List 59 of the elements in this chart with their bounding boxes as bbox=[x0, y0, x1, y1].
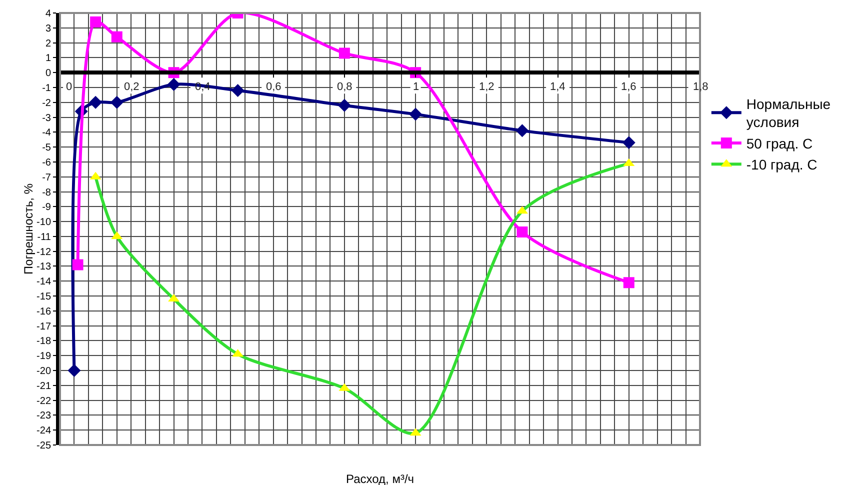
x-tick-label: 1,8 bbox=[693, 81, 708, 93]
point bbox=[90, 16, 102, 28]
y-tick-label: -3 bbox=[42, 112, 52, 124]
x-tick-label: 0 bbox=[66, 81, 72, 93]
y-tick-label: -18 bbox=[36, 336, 52, 348]
y-tick-label: -1 bbox=[42, 82, 52, 94]
y-tick-label: -10 bbox=[36, 217, 52, 228]
y-tick-label: -25 bbox=[36, 440, 52, 452]
y-tick-label: -7 bbox=[42, 172, 52, 184]
legend-label: Нормальные условия bbox=[746, 96, 831, 130]
y-axis-title: Погрешность, % bbox=[21, 183, 36, 275]
y-tick-label: 2 bbox=[45, 38, 52, 50]
x-tick-label: 1,6 bbox=[621, 81, 636, 93]
y-tick-label: -2 bbox=[42, 98, 52, 109]
point bbox=[231, 84, 244, 97]
x-tick-label: 0,2 bbox=[124, 81, 140, 93]
point bbox=[68, 364, 81, 378]
y-tick-label: -8 bbox=[42, 187, 52, 198]
point bbox=[338, 48, 350, 59]
y-tick-label: -4 bbox=[42, 128, 52, 139]
x-tick-label: 1,2 bbox=[479, 81, 494, 93]
point bbox=[72, 259, 84, 270]
y-tick-label: -19 bbox=[36, 351, 52, 362]
y-tick-label: -15 bbox=[36, 292, 52, 303]
y-tick-label: -12 bbox=[36, 246, 52, 258]
x-tick-label: 0,6 bbox=[266, 81, 282, 93]
x-tick-label: 0,4 bbox=[195, 81, 210, 93]
point bbox=[338, 98, 351, 112]
x-tick-label: 1,4 bbox=[550, 81, 566, 93]
point bbox=[409, 108, 422, 121]
y-tick-label: -6 bbox=[42, 157, 52, 168]
point bbox=[167, 78, 180, 91]
y-tick-label: -20 bbox=[36, 366, 52, 378]
y-tick-label: -11 bbox=[37, 232, 52, 243]
point bbox=[623, 277, 634, 288]
y-tick-label: 3 bbox=[45, 23, 52, 34]
point bbox=[622, 136, 636, 150]
x-tick-label: 0,8 bbox=[337, 81, 352, 93]
y-tick-label: -17 bbox=[36, 321, 52, 332]
y-tick-label: -5 bbox=[42, 142, 52, 154]
y-tick-label: -14 bbox=[36, 276, 52, 288]
y-tick-label: 4 bbox=[45, 8, 52, 20]
y-tick-label: -23 bbox=[36, 410, 52, 422]
point bbox=[516, 124, 529, 138]
point bbox=[111, 31, 122, 42]
y-tick-label: 1 bbox=[45, 53, 52, 64]
y-tick-label: -22 bbox=[36, 396, 52, 407]
legend-label: -10 град. С bbox=[746, 156, 818, 173]
y-tick-label: -24 bbox=[36, 426, 52, 437]
point bbox=[516, 226, 528, 238]
y-tick-label: 0 bbox=[45, 68, 52, 80]
y-tick-label: -13 bbox=[36, 262, 52, 273]
x-tick-label: 1 bbox=[413, 81, 420, 93]
y-tick-label: -16 bbox=[36, 306, 52, 318]
y-tick-label: -21 bbox=[36, 380, 52, 392]
y-tick-label: -9 bbox=[42, 202, 52, 214]
point bbox=[89, 96, 102, 109]
legend-label: 50 град. С bbox=[746, 135, 813, 152]
point bbox=[110, 96, 124, 109]
